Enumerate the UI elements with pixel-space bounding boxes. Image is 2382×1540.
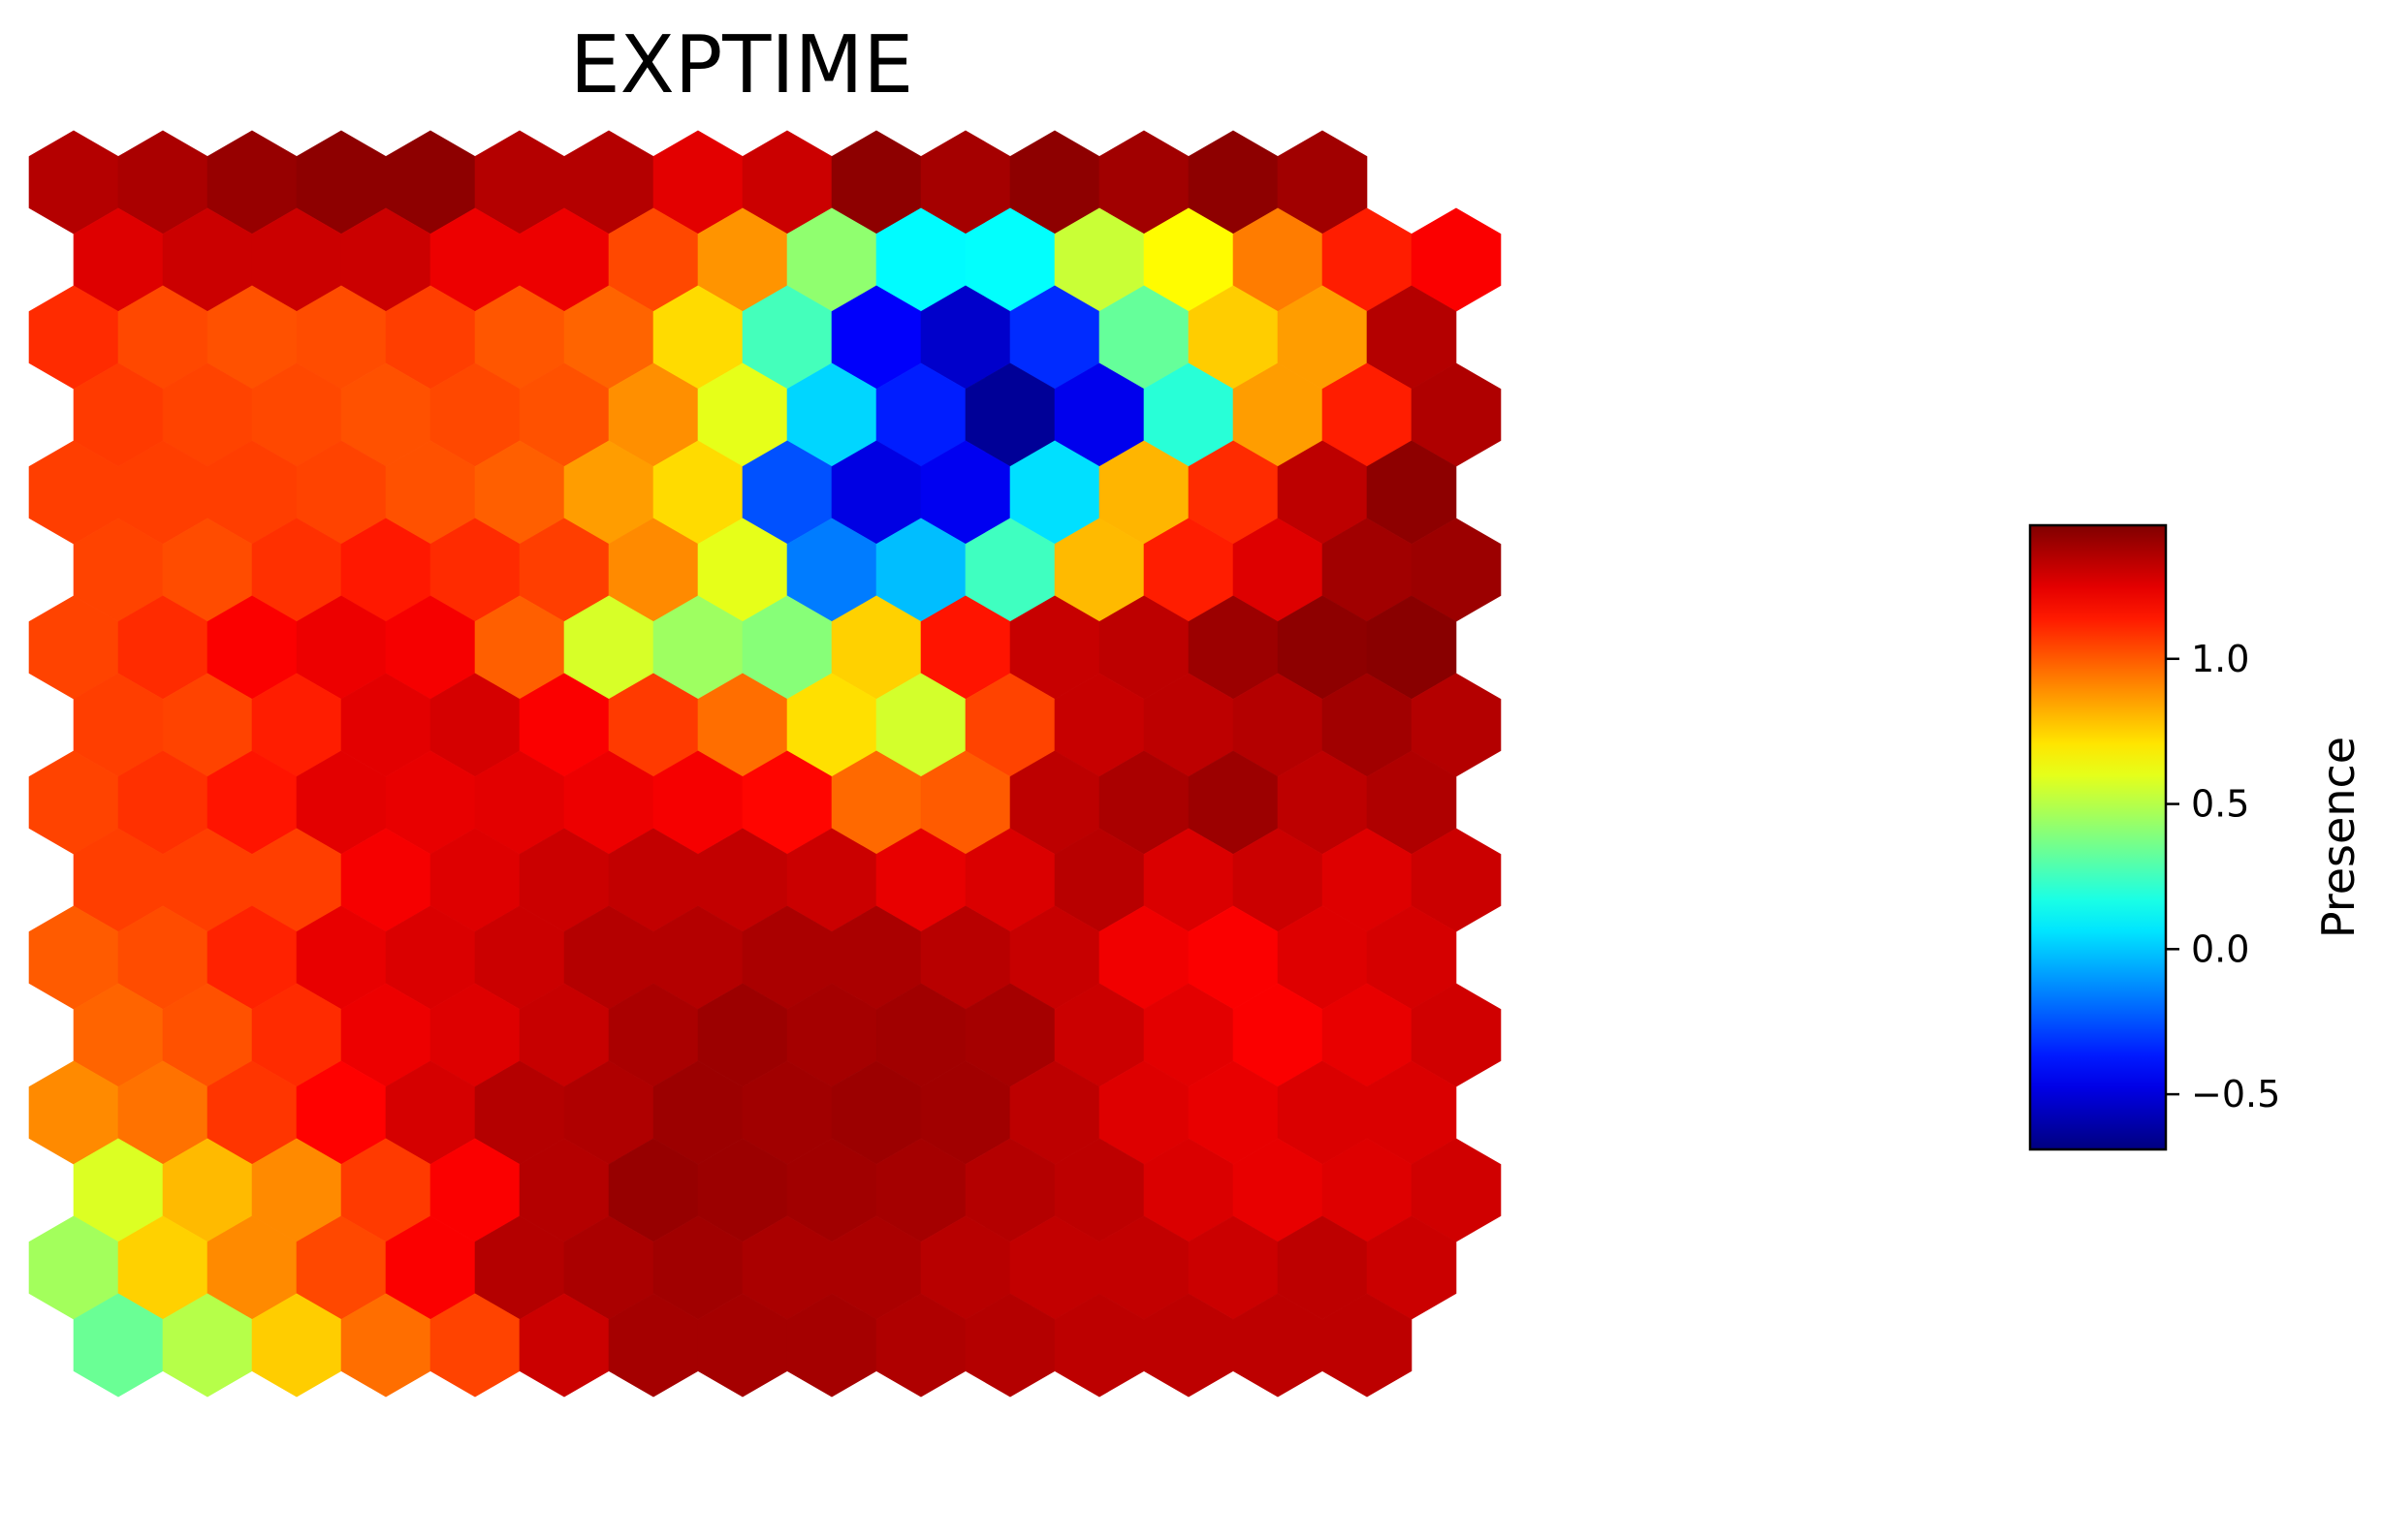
hex-cell [1321,1293,1413,1398]
colorbar: 1.0 0.5 0.0 −0.5 Presence [2028,523,2365,1151]
colorbar-tick-label: 0.5 [2191,783,2249,826]
colorbar-tick-label: −0.5 [2191,1073,2280,1116]
colorbar-gradient [2028,523,2168,1151]
hex-grid [28,130,1502,1398]
colorbar-tick-label: 0.0 [2191,927,2249,970]
chart-title: EXPTIME [570,19,913,111]
colorbar-tick-label: 1.0 [2191,638,2249,680]
colorbar-label: Presence [2312,737,2365,938]
colorbar-ticks: 1.0 0.5 0.0 −0.5 [2166,638,2280,1116]
